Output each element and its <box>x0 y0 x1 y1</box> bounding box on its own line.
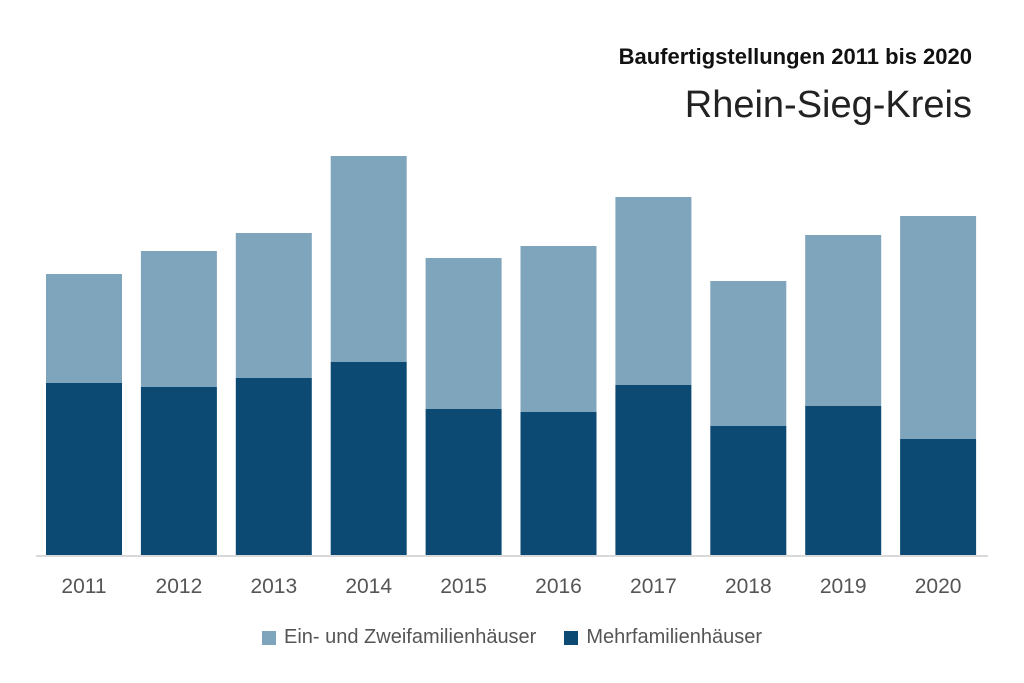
bar-2018-mehrfamilienhaeuser <box>710 426 787 556</box>
x-tick-label-2020: 2020 <box>915 575 962 598</box>
x-tick-label-2014: 2014 <box>345 575 392 598</box>
x-tick-label-2013: 2013 <box>250 575 297 598</box>
legend-swatch-mehr <box>564 630 579 645</box>
x-tick-label-2018: 2018 <box>725 575 772 598</box>
legend-item-ein-zwei: Ein- und Zweifamilienhäuser <box>262 626 536 649</box>
bar-2016-ein-zweifamilienhaeuser <box>520 246 597 412</box>
x-tick-label-2017: 2017 <box>630 575 677 598</box>
x-tick-labels: 2011 2012 2013 2014 2015 2016 2017 2018 2019 2020 <box>61 575 961 598</box>
bar-2013-mehrfamilienhaeuser <box>235 378 312 556</box>
bar-2017-mehrfamilienhaeuser <box>615 385 692 556</box>
bar-2013-ein-zweifamilienhaeuser <box>235 233 312 378</box>
x-tick-label-2012: 2012 <box>156 575 203 598</box>
legend-item-mehr: Mehrfamilienhäuser <box>564 626 762 649</box>
x-tick-label-2015: 2015 <box>440 575 487 598</box>
bar-2014-ein-zweifamilienhaeuser <box>330 156 407 362</box>
x-tick-label-2011: 2011 <box>61 575 106 598</box>
bar-2014-mehrfamilienhaeuser <box>330 362 407 556</box>
bars-group <box>46 156 977 556</box>
chart-subtitle: Rhein-Sieg-Kreis <box>684 84 972 126</box>
x-tick-label-2019: 2019 <box>820 575 867 598</box>
legend-label-mehr: Mehrfamilienhäuser <box>586 626 762 648</box>
chart-title: Baufertigstellungen 2011 bis 2020 <box>618 44 972 69</box>
bar-2011-mehrfamilienhaeuser <box>46 383 122 556</box>
bar-2020-mehrfamilienhaeuser <box>900 439 977 556</box>
bar-2012-ein-zweifamilienhaeuser <box>140 251 217 387</box>
bar-2012-mehrfamilienhaeuser <box>140 387 217 556</box>
bar-2016-mehrfamilienhaeuser <box>520 412 597 556</box>
legend: Ein- und Zweifamilienhäuser Mehrfamilien… <box>0 626 1024 649</box>
legend-label-ein-zwei: Ein- und Zweifamilienhäuser <box>284 626 537 648</box>
bar-2018-ein-zweifamilienhaeuser <box>710 281 787 426</box>
legend-swatch-ein-zwei <box>262 630 276 645</box>
x-tick-label-2016: 2016 <box>535 575 582 598</box>
bar-2017-ein-zweifamilienhaeuser <box>615 197 692 385</box>
bar-2019-mehrfamilienhaeuser <box>805 406 882 556</box>
bar-2020-ein-zweifamilienhaeuser <box>900 216 977 439</box>
bar-2015-mehrfamilienhaeuser <box>425 409 502 556</box>
bar-2015-ein-zweifamilienhaeuser <box>425 258 502 409</box>
bar-2011-ein-zweifamilienhaeuser <box>46 274 122 383</box>
bar-2019-ein-zweifamilienhaeuser <box>805 235 882 406</box>
